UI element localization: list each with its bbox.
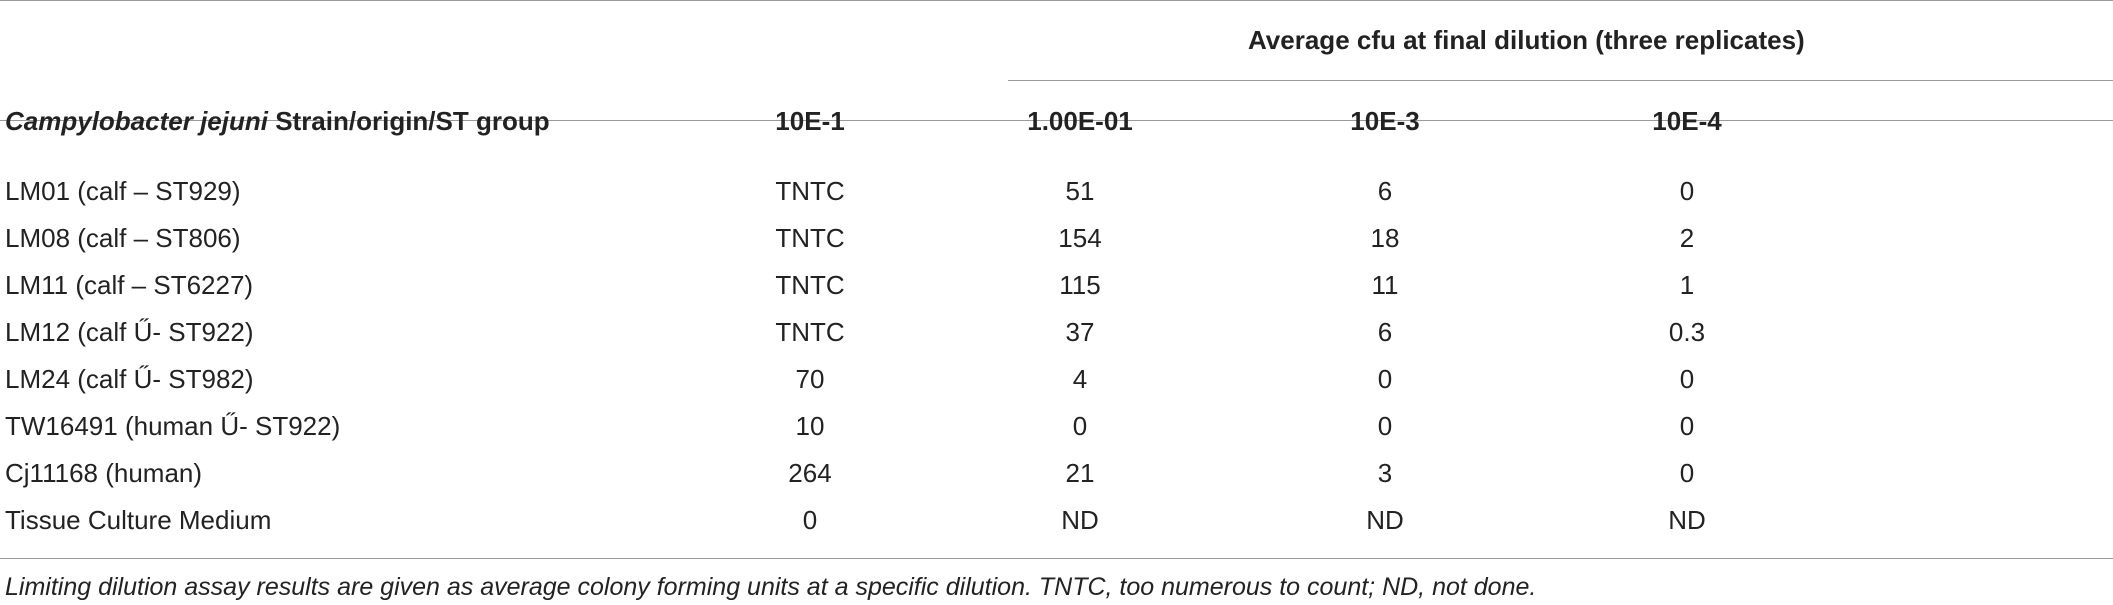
value-cell: 0 [1377, 411, 1393, 441]
value-cell: 6 [1377, 176, 1393, 206]
value-cell: 154 [1058, 223, 1102, 253]
strain-cell: TW16491 (human Ű- ST922) [5, 411, 341, 441]
value-cell: TNTC [775, 223, 845, 253]
value-cell: 18 [1370, 223, 1400, 253]
value-cell: 21 [1065, 458, 1095, 488]
value-cell: 0 [1377, 364, 1393, 394]
value-cell: 0 [802, 505, 818, 535]
strain-cell: LM24 (calf Ű- ST982) [5, 364, 254, 394]
value-cell: 10 [795, 411, 825, 441]
value-cell: 264 [788, 458, 832, 488]
value-cell: 51 [1065, 176, 1095, 206]
span-header: Average cfu at final dilution (three rep… [1248, 25, 1805, 55]
strain-header-label: Strain/origin/ST group [267, 106, 550, 136]
value-cell: 0 [1679, 364, 1695, 394]
value-cell: ND [1668, 505, 1706, 535]
value-cell: 37 [1065, 317, 1095, 347]
strain-cell: LM12 (calf Ű- ST922) [5, 317, 254, 347]
col-header-10e-1: 10E-1 [775, 106, 845, 136]
value-cell: 115 [1059, 270, 1101, 300]
value-cell: 0 [1679, 411, 1695, 441]
strain-cell: Tissue Culture Medium [5, 505, 272, 535]
value-cell: 4 [1072, 364, 1088, 394]
span-header-underline [1008, 80, 2113, 81]
value-cell: TNTC [775, 270, 845, 300]
value-cell: TNTC [775, 176, 845, 206]
col-header-10e-3: 10E-3 [1350, 106, 1420, 136]
value-cell: 70 [795, 364, 825, 394]
value-cell: 0.3 [1668, 317, 1706, 347]
strain-cell: LM01 (calf – ST929) [5, 176, 241, 206]
value-cell: 11 [1371, 270, 1399, 300]
value-cell: 2 [1679, 223, 1695, 253]
value-cell: 0 [1679, 176, 1695, 206]
strain-cell: Cj11168 (human) [5, 458, 203, 488]
strain-cell: LM08 (calf – ST806) [5, 223, 241, 253]
value-cell: 1 [1679, 270, 1695, 300]
table-footnote: Limiting dilution assay results are give… [5, 573, 1537, 601]
col-header-1e-01: 1.00E-01 [1027, 106, 1133, 136]
strain-column-header: Campylobacter jejuni Strain/origin/ST gr… [5, 106, 550, 136]
top-rule [0, 0, 2113, 1]
col-header-10e-4: 10E-4 [1652, 106, 1722, 136]
species-name: Campylobacter jejuni [5, 106, 268, 136]
strain-cell: LM11 (calf – ST6227) [5, 270, 254, 300]
value-cell: 0 [1679, 458, 1695, 488]
value-cell: ND [1061, 505, 1099, 535]
value-cell: 3 [1377, 458, 1393, 488]
value-cell: ND [1366, 505, 1404, 535]
value-cell: 0 [1072, 411, 1088, 441]
bottom-rule [0, 558, 2113, 559]
value-cell: TNTC [775, 317, 845, 347]
header-rule [0, 120, 2113, 121]
value-cell: 6 [1377, 317, 1393, 347]
